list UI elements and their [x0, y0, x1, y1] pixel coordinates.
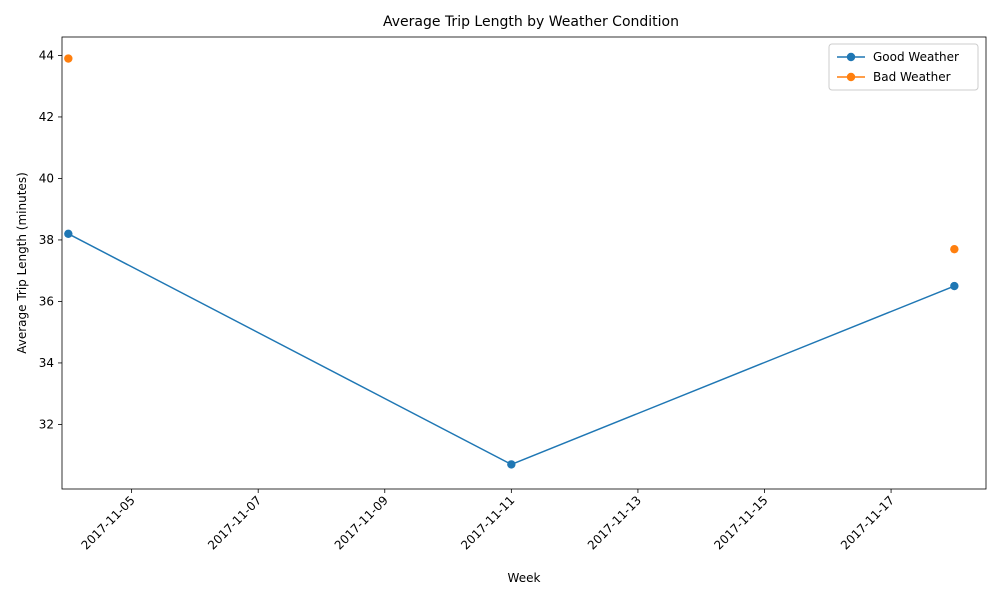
x-axis-label: Week — [508, 571, 541, 585]
series-bad-weather — [64, 54, 959, 254]
plot-frame — [61, 36, 987, 490]
legend: Good Weather Bad Weather — [828, 43, 979, 91]
legend-swatch-marker — [846, 52, 856, 62]
data-point — [507, 460, 516, 469]
y-tick-label: 38 — [39, 233, 54, 247]
x-tick-label: 2017-11-17 — [838, 493, 897, 552]
y-tick-label: 40 — [39, 171, 54, 185]
legend-box — [828, 43, 979, 91]
y-tick-label: 44 — [39, 48, 54, 62]
axes: 32 34 36 38 40 42 44 2017-11-05 2017-11-07 2017-1… — [39, 36, 987, 552]
x-tick-label: 2017-11-05 — [79, 493, 138, 552]
data-point — [950, 281, 959, 291]
legend-label: Bad Weather — [873, 70, 951, 84]
y-tick-label: 34 — [39, 356, 54, 370]
legend-swatch-marker — [846, 72, 856, 82]
data-point — [64, 54, 73, 63]
data-point — [64, 229, 73, 238]
series-line — [67, 233, 955, 466]
x-tick-label: 2017-11-09 — [332, 493, 391, 552]
x-tick-label: 2017-11-13 — [585, 493, 644, 552]
y-tick-label: 32 — [39, 417, 54, 431]
chart-title: Average Trip Length by Weather Condition — [383, 14, 679, 30]
x-tick-label: 2017-11-15 — [711, 493, 770, 552]
y-tick-label: 42 — [39, 110, 54, 124]
x-tick-label: 2017-11-07 — [205, 493, 264, 552]
series-good-weather — [64, 229, 959, 469]
y-tick-label: 36 — [39, 294, 54, 308]
series-layer — [64, 54, 959, 469]
x-tick-label: 2017-11-11 — [458, 493, 517, 552]
legend-label: Good Weather — [873, 50, 959, 64]
data-point — [950, 244, 959, 254]
y-axis-label: Average Trip Length (minutes) — [15, 172, 29, 354]
